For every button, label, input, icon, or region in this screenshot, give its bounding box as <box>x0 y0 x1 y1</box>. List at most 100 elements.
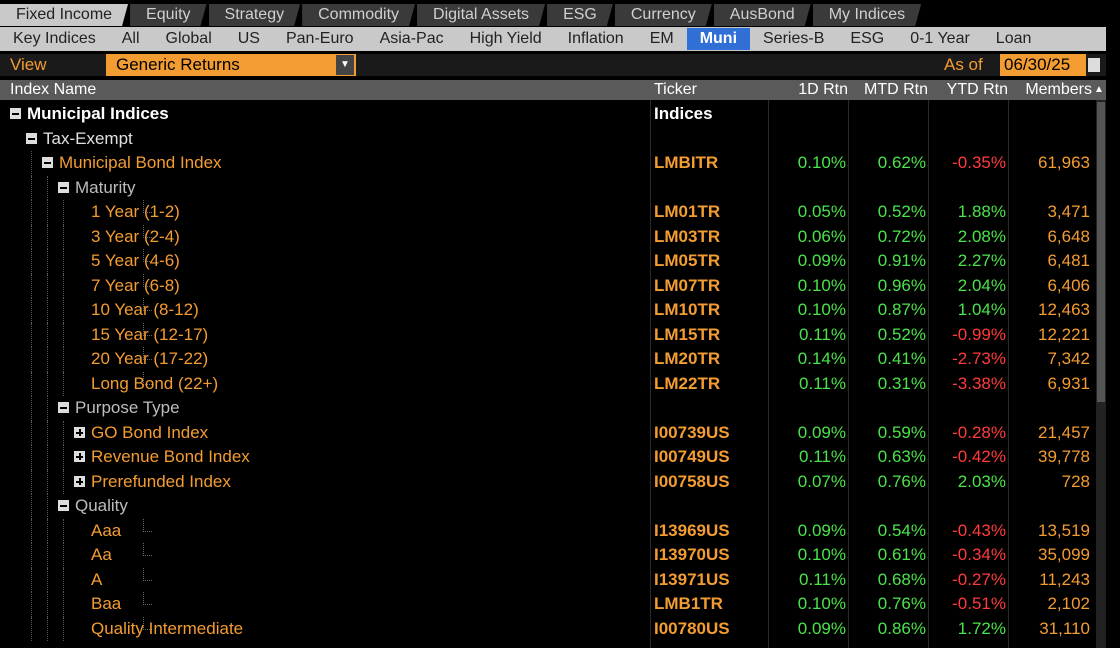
ticker[interactable]: LM22TR <box>654 373 721 393</box>
ticker[interactable]: LM20TR <box>654 349 721 368</box>
index-name[interactable]: GO Bond Index <box>91 422 209 442</box>
table-row[interactable]: Baa LMB1TR 0.10% 0.76% -0.51% 2,102 <box>0 592 1096 617</box>
ticker[interactable]: LM05TR <box>654 251 721 270</box>
column-header[interactable]: Ticker <box>654 81 697 98</box>
expand-toggle[interactable] <box>26 132 37 144</box>
subtab[interactable]: Loan <box>995 30 1032 47</box>
table-row[interactable]: 5 Year (4-6) LM05TR 0.09% 0.91% 2.27% 6,481 <box>0 249 1096 274</box>
subtab[interactable]: EM <box>649 30 674 47</box>
index-name[interactable]: 3 Year (2-4) <box>91 226 180 246</box>
table-row[interactable]: GO Bond Index I00739US 0.09% 0.59% -0.28% 21,… <box>0 420 1096 445</box>
view-dropdown[interactable]: Generic Returns <box>106 54 356 76</box>
table-row[interactable]: Long Bond (22+) LM22TR 0.11% 0.31% -3.38% 6,9… <box>0 371 1096 396</box>
index-name[interactable]: 5 Year (4-6) <box>91 251 180 270</box>
ticker[interactable]: I13971US <box>654 569 730 589</box>
ticker[interactable]: I13970US <box>654 545 730 564</box>
ticker[interactable]: LM15TR <box>654 324 721 344</box>
ticker[interactable]: LM03TR <box>654 226 721 246</box>
ticker[interactable]: I00780US <box>654 618 730 638</box>
table-row[interactable]: Prerefunded Index I00758US 0.07% 0.76% 2.03%… <box>0 469 1096 494</box>
calendar-icon[interactable] <box>1088 58 1100 72</box>
subtab[interactable]: US <box>237 30 260 47</box>
subtab[interactable]: Asia-Pac <box>379 30 444 47</box>
index-name[interactable]: 7 Year (6-8) <box>91 275 180 295</box>
index-name[interactable]: Quality Intermediate <box>91 618 244 638</box>
table-row[interactable]: Tax-Exempt <box>0 127 1096 152</box>
column-header[interactable]: Members <box>1025 81 1092 98</box>
index-name[interactable]: Long Bond (22+) <box>91 373 219 393</box>
table-row[interactable]: Aa I13970US 0.10% 0.61% -0.34% 35,099 <box>0 543 1096 568</box>
table-row[interactable]: 15 Year (12-17) LM15TR 0.11% 0.52% -0.99% 12,… <box>0 322 1096 347</box>
column-header[interactable]: Index Name <box>10 81 97 98</box>
table-row[interactable]: A I13971US 0.11% 0.68% -0.27% 11,243 <box>0 567 1096 592</box>
subtab[interactable]: Muni <box>686 28 751 50</box>
expand-toggle[interactable] <box>42 157 53 169</box>
table-row[interactable]: 20 Year (17-22) LM20TR 0.14% 0.41% -2.73% 7,3… <box>0 347 1096 372</box>
expand-toggle[interactable] <box>58 500 69 512</box>
scroll-thumb[interactable] <box>1097 102 1105 402</box>
subtab[interactable]: Inflation <box>567 30 624 47</box>
subtab[interactable]: High Yield <box>469 30 542 47</box>
index-name[interactable]: 20 Year (17-22) <box>91 349 209 368</box>
index-name[interactable]: A <box>91 569 103 589</box>
table-row[interactable]: Quality <box>0 494 1096 519</box>
tab[interactable]: Strategy <box>209 4 301 26</box>
tab[interactable]: Currency <box>615 4 712 26</box>
table-row[interactable]: Quality Intermediate I00780US 0.09% 0.86% 1.… <box>0 616 1096 641</box>
tab[interactable]: AusBond <box>714 4 811 26</box>
subtab[interactable]: ESG <box>850 30 885 47</box>
ticker[interactable]: I00739US <box>654 422 730 442</box>
expand-toggle[interactable] <box>58 181 69 193</box>
subtab[interactable]: 0-1 Year <box>910 30 970 47</box>
tab[interactable]: Equity <box>130 4 206 26</box>
ticker[interactable]: LMB1TR <box>654 594 723 613</box>
table-row[interactable]: 7 Year (6-8) LM07TR 0.10% 0.96% 2.04% 6,406 <box>0 273 1096 298</box>
expand-toggle[interactable] <box>74 426 85 438</box>
index-name[interactable]: Aaa <box>91 520 122 540</box>
scrollbar[interactable] <box>1096 100 1106 648</box>
ticker[interactable]: LM07TR <box>654 275 721 295</box>
ticker[interactable]: I00749US <box>654 447 730 466</box>
table-row[interactable]: Maturity <box>0 175 1096 200</box>
subtab[interactable]: Series-B <box>763 30 825 47</box>
index-name[interactable]: Revenue Bond Index <box>91 447 250 466</box>
table-row[interactable]: Municipal Indices Indices <box>0 102 1096 127</box>
subtab[interactable]: Pan-Euro <box>285 30 354 47</box>
tab[interactable]: Commodity <box>302 4 415 26</box>
ticker[interactable]: LMBITR <box>654 153 719 172</box>
as-of-date[interactable]: 06/30/25 <box>1000 54 1086 76</box>
tab[interactable]: Digital Assets <box>417 4 545 26</box>
table-row[interactable]: 10 Year (8-12) LM10TR 0.10% 0.87% 1.04% 12,46… <box>0 298 1096 323</box>
index-name[interactable]: 10 Year (8-12) <box>91 300 199 319</box>
subtab[interactable]: Key Indices <box>13 30 96 47</box>
expand-toggle[interactable] <box>74 451 85 463</box>
tab[interactable]: Fixed Income <box>0 4 128 26</box>
table-row[interactable]: Revenue Bond Index I00749US 0.11% 0.63% -0.4… <box>0 445 1096 470</box>
subtab[interactable]: Global <box>165 30 212 47</box>
expand-toggle[interactable] <box>10 108 21 120</box>
column-header[interactable]: MTD Rtn <box>864 81 928 98</box>
dropdown-arrow[interactable]: ▼ <box>336 55 354 75</box>
ticker[interactable]: I00758US <box>654 471 730 491</box>
tab[interactable]: My Indices <box>813 4 921 26</box>
table-row[interactable]: Aaa I13969US 0.09% 0.54% -0.43% 13,519 <box>0 518 1096 543</box>
tab[interactable]: ESG <box>547 4 613 26</box>
expand-toggle[interactable] <box>58 402 69 414</box>
column-header[interactable]: YTD Rtn <box>946 81 1008 98</box>
table-row[interactable]: Purpose Type <box>0 396 1096 421</box>
ticker[interactable]: LM10TR <box>654 300 721 319</box>
index-name[interactable]: Municipal Bond Index <box>59 153 222 172</box>
index-name[interactable]: Baa <box>91 594 122 613</box>
subtab[interactable]: All <box>121 30 140 47</box>
index-name[interactable]: 15 Year (12-17) <box>91 324 209 344</box>
index-name[interactable]: Prerefunded Index <box>91 471 231 491</box>
index-name[interactable]: Aa <box>91 545 112 564</box>
table-row[interactable]: Municipal Bond Index LMBITR 0.10% 0.62% -0.3… <box>0 151 1096 176</box>
column-header[interactable]: 1D Rtn <box>798 81 848 98</box>
table-row[interactable]: 1 Year (1-2) LM01TR 0.05% 0.52% 1.88% 3,471 <box>0 200 1096 225</box>
index-name[interactable]: 1 Year (1-2) <box>91 202 180 221</box>
expand-toggle[interactable] <box>74 475 85 487</box>
table-row[interactable]: 3 Year (2-4) LM03TR 0.06% 0.72% 2.08% 6,648 <box>0 224 1096 249</box>
ticker[interactable]: I13969US <box>654 520 730 540</box>
ticker[interactable]: LM01TR <box>654 202 721 221</box>
